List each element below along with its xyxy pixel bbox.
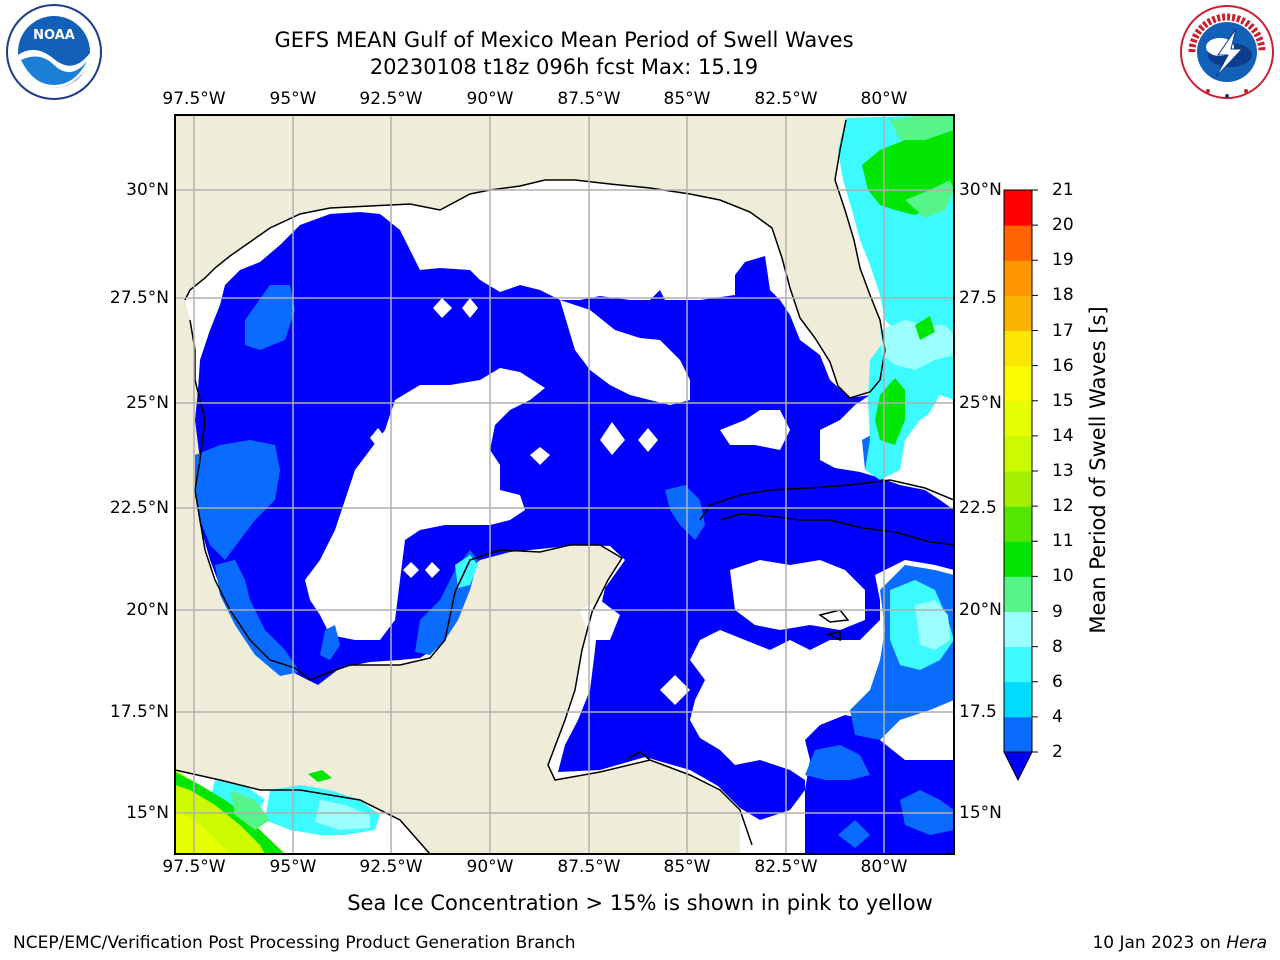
colorbar-tick-label: 9 (1052, 601, 1063, 622)
footer-date-text: 10 Jan 2023 on (1092, 933, 1221, 953)
colorbar-title: Mean Period of Swell Waves [s] (1086, 306, 1110, 634)
lon-tick-top: 82.5°W (754, 89, 818, 109)
colorbar-segment (1004, 295, 1032, 331)
lon-tick-top: 95°W (269, 89, 317, 109)
footer-credit: NCEP/EMC/Verification Post Processing Pr… (13, 933, 576, 953)
colorbar-segment (1004, 365, 1032, 402)
lon-tick-top: 97.5°W (162, 89, 226, 109)
swell-gap-east (560, 300, 690, 405)
colorbar-segment (1004, 506, 1032, 542)
colorbar-tick-label: 12 (1052, 496, 1074, 517)
nws-logo (1180, 5, 1274, 99)
colorbar-segment (1004, 576, 1032, 612)
map-subtitle: 20230108 t18z 096h fcst Max: 15.19 (369, 55, 759, 79)
lat-tick-left: 27.5°N (109, 288, 169, 308)
colorbar-tick-label: 20 (1052, 215, 1074, 236)
colorbar-tick-label: 15 (1052, 390, 1074, 411)
colorbar-tick-label: 19 (1052, 250, 1074, 271)
lon-tick-bottom: 82.5°W (754, 857, 818, 877)
noaa-logo: NOAA (6, 4, 102, 100)
lat-tick-right: 20°N (959, 600, 1002, 620)
colorbar-segment (1004, 541, 1032, 577)
colorbar-segment (1004, 400, 1032, 437)
colorbar-tick-label: 10 (1052, 566, 1074, 587)
lon-tick-bottom: 85°W (663, 857, 711, 877)
lat-tick-right: 25°N (959, 393, 1002, 413)
colorbar-tick-label: 21 (1052, 180, 1074, 200)
colorbar-segment (1004, 716, 1032, 753)
lon-tick-top: 90°W (466, 89, 514, 109)
lon-tick-top: 80°W (860, 89, 908, 109)
colorbar-segment (1004, 190, 1032, 226)
lon-tick-top: 87.5°W (557, 89, 621, 109)
colorbar-tick-label: 14 (1052, 425, 1074, 446)
lat-tick-right: 27.5 (959, 288, 997, 308)
colorbar-tick-label: 6 (1052, 671, 1063, 692)
colorbar-segment (1004, 646, 1032, 683)
lat-tick-right: 15°N (959, 803, 1002, 823)
lon-tick-bottom: 92.5°W (359, 857, 423, 877)
lat-tick-left: 22.5°N (109, 498, 169, 518)
colorbar-extend-arrow (1003, 751, 1033, 782)
noaa-logo-text: NOAA (33, 28, 75, 43)
sea-ice-note: Sea Ice Concentration > 15% is shown in … (347, 891, 933, 915)
lat-tick-left: 25°N (126, 393, 169, 413)
lat-tick-left: 17.5°N (109, 702, 169, 722)
colorbar-segment (1004, 471, 1032, 507)
colorbar-segment (1004, 260, 1032, 296)
colorbar-tick-label: 11 (1052, 531, 1074, 552)
colorbar-tick-label: 18 (1052, 285, 1074, 306)
colorbar-segment (1004, 330, 1032, 367)
map-title: GEFS MEAN Gulf of Mexico Mean Period of … (274, 28, 854, 52)
lon-tick-bottom: 90°W (466, 857, 514, 877)
lat-tick-left: 15°N (126, 803, 169, 823)
lon-tick-bottom: 95°W (269, 857, 317, 877)
lat-tick-right: 17.5 (959, 702, 997, 722)
lat-tick-left: 20°N (126, 600, 169, 620)
lat-tick-left: 30°N (126, 180, 169, 200)
coastlines (175, 119, 954, 854)
swell-band-lowest (195, 212, 954, 854)
colorbar-segment (1004, 225, 1032, 261)
map-frame (174, 114, 955, 855)
map-gridlines (175, 115, 954, 854)
lon-tick-bottom: 87.5°W (557, 857, 621, 877)
colorbar-tick-label: 17 (1052, 320, 1074, 341)
lon-tick-top: 85°W (663, 89, 711, 109)
colorbar-segment (1004, 611, 1032, 648)
lat-tick-right: 30°N (959, 180, 1002, 200)
colorbar-segment (1004, 681, 1032, 718)
footer-date: 10 Jan 2023 on Hera (1092, 933, 1267, 953)
lon-tick-top: 92.5°W (359, 89, 423, 109)
colorbar-tick-label: 2 (1052, 742, 1063, 762)
colorbar-tick-label: 16 (1052, 355, 1074, 376)
swell-band-8-9 (315, 320, 954, 830)
lon-tick-bottom: 97.5°W (162, 857, 226, 877)
colorbar-tick-label: 4 (1052, 706, 1063, 727)
colorbar-tick-label: 13 (1052, 461, 1074, 481)
colorbar-tick-label: 8 (1052, 636, 1063, 657)
footer-machine: Hera (1226, 933, 1267, 953)
swell-gap-center (305, 368, 545, 640)
colorbar-segment (1004, 435, 1032, 472)
lat-tick-right: 22.5 (959, 498, 997, 518)
lon-tick-bottom: 80°W (860, 857, 908, 877)
